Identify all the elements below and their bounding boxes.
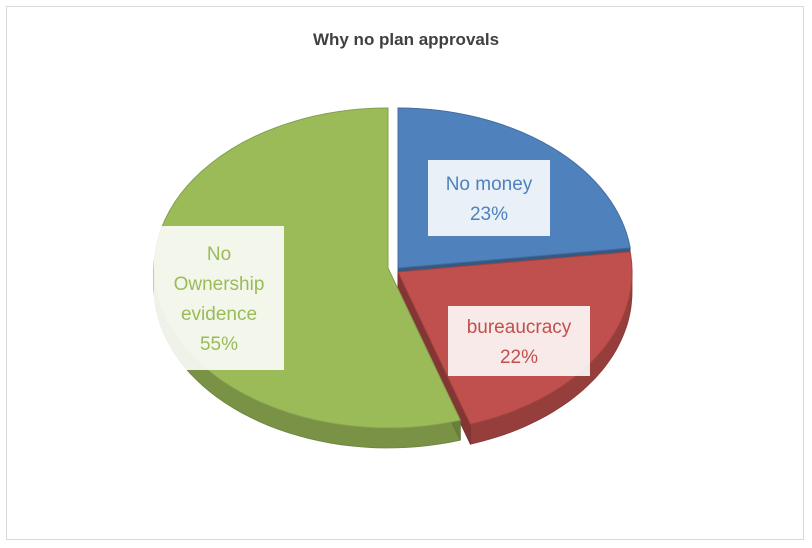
data-label-text: Ownership bbox=[174, 274, 265, 295]
data-label-box bbox=[448, 306, 590, 376]
data-label-2: No Ownership evidence 55% bbox=[154, 226, 284, 370]
data-label-box bbox=[154, 226, 284, 370]
data-label-value: 23% bbox=[470, 204, 508, 225]
data-label-text: evidence bbox=[181, 304, 257, 325]
data-label-value: 22% bbox=[500, 347, 538, 368]
data-label-text: No bbox=[207, 244, 231, 265]
data-label-1: bureaucracy 22% bbox=[448, 306, 590, 376]
data-label-box bbox=[428, 160, 550, 236]
data-label-text: No money bbox=[446, 174, 533, 195]
chart-title: Why no plan approvals bbox=[312, 30, 500, 49]
data-label-0: No money 23% bbox=[428, 160, 550, 236]
data-label-text: bureaucracy bbox=[467, 317, 572, 338]
data-label-value: 55% bbox=[200, 334, 238, 355]
